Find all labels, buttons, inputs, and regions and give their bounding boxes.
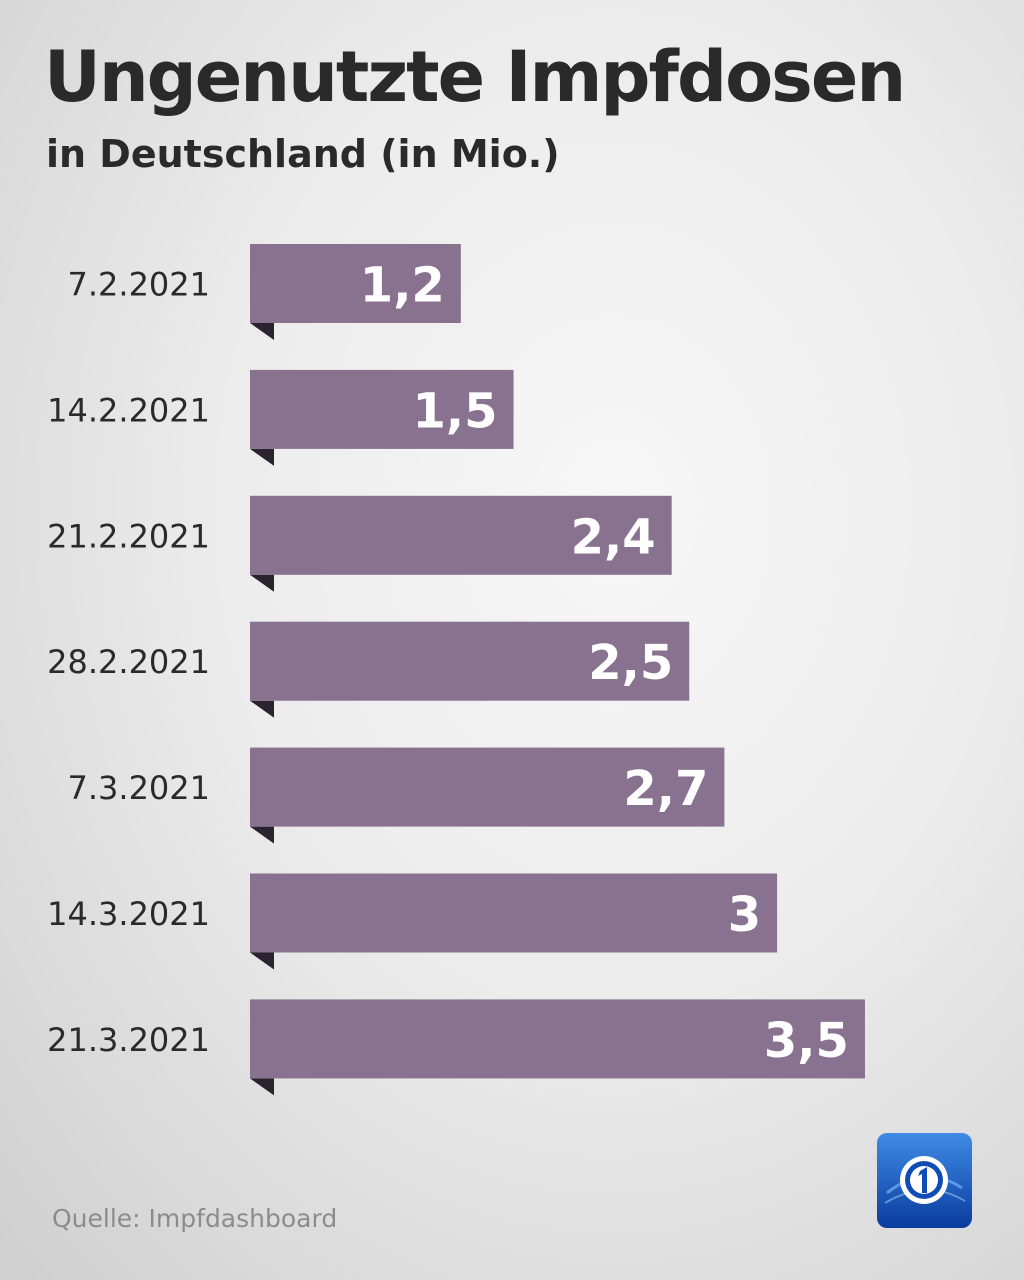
bar bbox=[250, 369, 514, 449]
bar bbox=[250, 621, 690, 701]
bar-fold bbox=[250, 952, 274, 970]
bar bbox=[250, 747, 725, 827]
category-label: 28.2.2021 bbox=[47, 643, 210, 681]
bar-fold bbox=[250, 574, 274, 592]
category-label: 14.3.2021 bbox=[47, 895, 210, 933]
bar-fold bbox=[250, 448, 274, 466]
category-label: 21.3.2021 bbox=[47, 1021, 210, 1059]
chart-subtitle: in Deutschland (in Mio.) bbox=[46, 132, 560, 176]
bar bbox=[250, 244, 461, 323]
tagesschau-1-logo-icon bbox=[877, 1133, 972, 1228]
bar bbox=[250, 495, 672, 575]
bar-value-label: 1,2 bbox=[360, 258, 445, 314]
category-label: 14.2.2021 bbox=[47, 391, 210, 429]
bar bbox=[250, 873, 778, 953]
source-note: Quelle: Impfdashboard bbox=[52, 1204, 338, 1233]
bar-value-label: 1,5 bbox=[413, 383, 498, 439]
bar-fold bbox=[250, 1078, 274, 1096]
category-label: 7.2.2021 bbox=[68, 266, 211, 304]
category-label: 21.2.2021 bbox=[47, 517, 210, 555]
bar-value-label: 2,7 bbox=[623, 761, 708, 817]
chart-title: Ungenutzte Impfdosen bbox=[44, 36, 906, 118]
bar-value-label: 3,5 bbox=[764, 1013, 849, 1069]
bar-chart: 1,2 7.2.2021 1,5 14.2.2021 2,4 21.2.2021 2,5 28… bbox=[47, 244, 865, 1096]
category-label: 7.3.2021 bbox=[68, 769, 211, 807]
bar-value-label: 2,5 bbox=[588, 635, 673, 691]
bar-fold bbox=[250, 323, 274, 340]
bar-value-label: 2,4 bbox=[571, 509, 656, 565]
bar-value-label: 3 bbox=[728, 887, 761, 943]
bar bbox=[250, 999, 865, 1079]
bar-fold bbox=[250, 700, 274, 718]
bar-fold bbox=[250, 826, 274, 844]
